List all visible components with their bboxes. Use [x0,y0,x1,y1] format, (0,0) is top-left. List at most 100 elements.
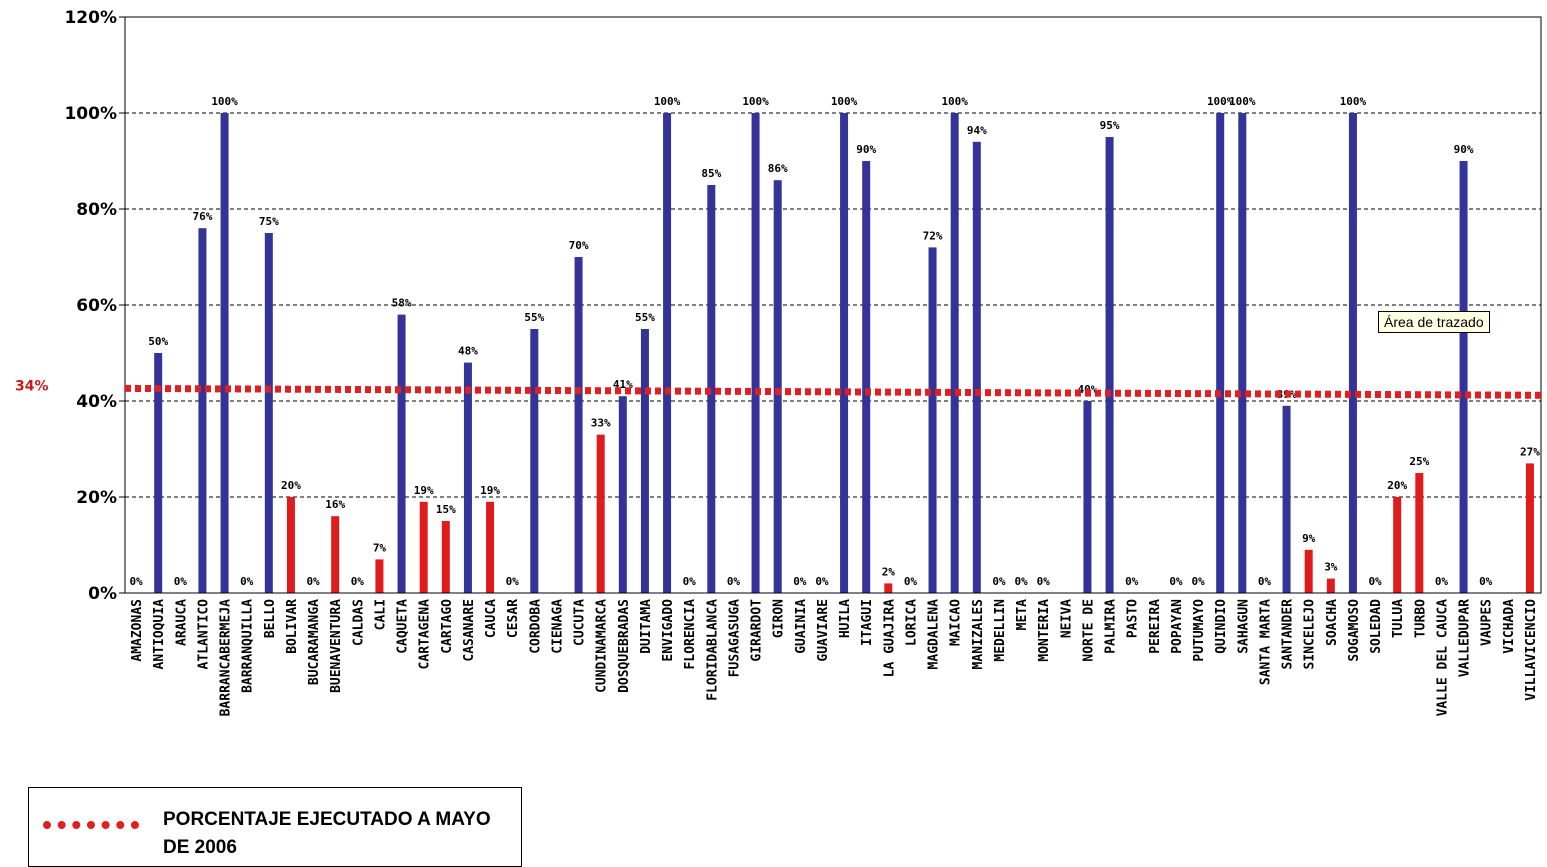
legend-swatch-reference-line [43,821,139,829]
bar [397,314,406,593]
bar [1105,137,1114,593]
data-label: 86% [768,162,788,175]
reference-line-label: 34% [15,378,49,394]
x-tick-label: PALMIRA [1104,599,1119,654]
x-tick-label: PEREIRA [1148,599,1163,654]
x-tick-label: TURBO [1413,599,1428,638]
x-tick-label: LA GUAJIRA [882,599,897,677]
x-tick-label: VALLEDUPAR [1458,599,1473,677]
data-label: 0% [1037,575,1051,588]
bar [640,329,649,593]
bar [840,113,849,593]
bar [198,228,207,593]
bar [154,353,163,593]
x-tick-label: VALLE DEL CAUCA [1435,599,1450,717]
data-label: 100% [1207,95,1234,108]
x-tick-label: SOACHA [1325,599,1340,646]
x-tick-label: ATLANTICO [196,599,211,670]
bar [1282,405,1291,593]
bar [286,497,295,593]
bar [1393,497,1402,593]
x-tick-label: CARTAGENA [418,599,433,670]
x-tick-label: ITAGUI [860,599,875,646]
y-tick-label: 80% [76,200,117,220]
x-tick-label: CIENAGA [550,599,565,654]
data-label: 7% [373,541,387,554]
x-tick-label: CORDOBA [528,599,543,654]
data-label: 100% [1229,95,1256,108]
data-label: 76% [193,210,213,223]
bar [1525,463,1534,593]
data-label: 0% [904,575,918,588]
data-label: 0% [1169,575,1183,588]
legend: PORCENTAJE EJECUTADO A MAYO DE 2006 [28,787,522,867]
bar [375,559,384,593]
x-tick-label: BARRANCABERMEJA [219,599,234,717]
x-tick-label: TULUA [1391,599,1406,638]
data-label: 0% [727,575,741,588]
y-tick-label: 0% [88,584,117,604]
bar [663,113,672,593]
bar [419,501,428,593]
x-tick-label: GUAINIA [794,599,809,654]
data-label: 0% [240,575,254,588]
x-tick-label: POPAYAN [1170,599,1185,654]
x-tick-label: SAHAGUN [1236,599,1251,654]
bar [707,185,716,593]
bar [1238,113,1247,593]
data-label: 100% [742,95,769,108]
bar [928,247,937,593]
bar [463,362,472,593]
x-tick-label: SOLEDAD [1369,599,1384,654]
x-tick-label: MAGDALENA [927,599,942,670]
data-label: 48% [458,345,478,358]
bar [862,161,871,593]
legend-label: PORCENTAJE EJECUTADO A MAYO DE 2006 [163,809,491,858]
data-label: 100% [654,95,681,108]
bar [530,329,539,593]
data-label: 90% [1454,143,1474,156]
data-label: 20% [1387,479,1407,492]
data-label: 19% [480,484,500,497]
data-label: 20% [281,479,301,492]
x-tick-label: ENVIGADO [661,599,676,662]
x-tick-label: PASTO [1126,599,1141,638]
x-tick-label: CASANARE [462,599,477,662]
x-tick-label: SANTA MARTA [1258,599,1273,685]
data-label: 25% [1409,455,1429,468]
data-label: 100% [1340,95,1367,108]
data-label: 16% [325,498,345,511]
data-label: 0% [1125,575,1139,588]
x-tick-label: CUNDINAMARCA [595,599,610,693]
x-tick-label: BARRANQUILLA [241,599,256,693]
data-label: 40% [1078,383,1098,396]
bar [751,113,760,593]
data-label: 95% [1100,119,1120,132]
data-label: 90% [856,143,876,156]
x-tick-label: MEDELLIN [993,599,1008,662]
data-label: 100% [831,95,858,108]
reference-line [124,384,1542,399]
x-tick-label: GUAVIARE [816,599,831,662]
bar [1083,401,1092,593]
data-label: 0% [1479,575,1493,588]
x-tick-label: BUCARAMANGA [307,599,322,685]
bar [220,113,229,593]
data-label: 9% [1302,532,1316,545]
x-tick-label: CESAR [506,599,521,638]
data-label: 0% [174,575,188,588]
bar [773,180,782,593]
bar [486,501,495,593]
x-tick-label: NEIVA [1059,599,1074,638]
x-tick-label: VILLAVICENCIO [1524,599,1539,701]
x-tick-label: META [1015,599,1030,630]
data-label: 3% [1324,561,1338,574]
x-tick-label: SOGAMOSO [1347,599,1362,662]
bar [331,516,340,593]
x-tick-label: VAUPES [1480,599,1495,646]
data-label: 0% [129,575,143,588]
x-tick-label: LORICA [904,599,919,646]
bar [1415,473,1424,593]
data-label: 0% [815,575,829,588]
x-tick-label: MONTERIA [1037,599,1052,662]
